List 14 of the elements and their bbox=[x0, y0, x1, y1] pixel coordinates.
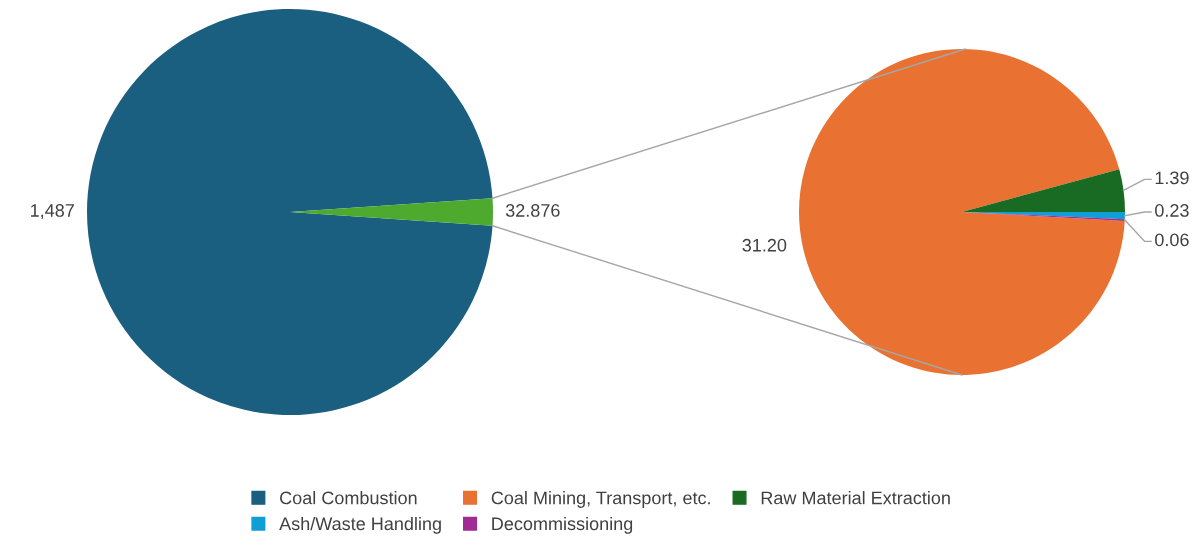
data-label: 1,487 bbox=[31, 204, 74, 219]
data-label: 32.876 bbox=[505, 204, 560, 217]
data-label: 0.23 bbox=[1155, 204, 1189, 217]
legend-label: Raw Material Extraction bbox=[761, 491, 950, 505]
legend-label: Coal Combustion bbox=[280, 491, 417, 505]
pie-slice bbox=[87, 9, 493, 415]
data-label: 31.20 bbox=[742, 238, 787, 252]
pie-slice bbox=[962, 169, 1125, 212]
legend-label: Decommissioning bbox=[492, 516, 633, 534]
legend-label: Coal Mining, Transport, etc. bbox=[491, 491, 710, 508]
data-label: 0.06 bbox=[1155, 233, 1189, 247]
data-label: 1.39 bbox=[1155, 171, 1189, 185]
pie-slice bbox=[799, 49, 1125, 375]
legend-label: Ash/Waste Handling bbox=[279, 516, 441, 534]
